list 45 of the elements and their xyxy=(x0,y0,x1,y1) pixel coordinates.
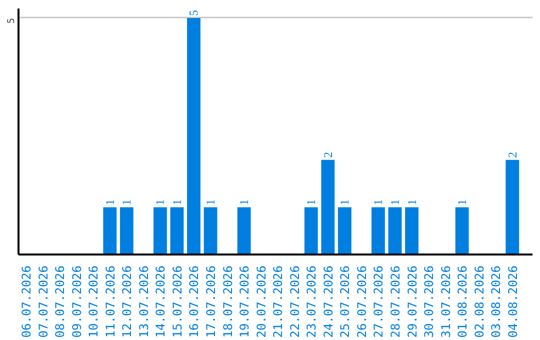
x-tick-label: 01.08.2026 xyxy=(456,265,470,338)
data-label: 1 xyxy=(204,199,218,206)
x-tick-label: 17.07.2026 xyxy=(204,265,218,338)
x-tick-label: 10.07.2026 xyxy=(86,265,101,338)
x-tick-label: 27.07.2026 xyxy=(372,265,386,338)
x-tick-label: 19.07.2026 xyxy=(238,265,252,338)
data-label: 1 xyxy=(170,199,184,206)
x-tick-label: 29.07.2026 xyxy=(405,265,420,338)
x-tick-label: 15.07.2026 xyxy=(170,265,184,338)
x-tick-label: 04.08.2026 xyxy=(506,265,520,338)
x-tick-label: 11.07.2026 xyxy=(103,265,118,338)
x-tick-label: 30.07.2026 xyxy=(422,265,436,338)
x-tick-label: 12.07.2026 xyxy=(120,265,134,338)
data-label: 1 xyxy=(404,199,419,206)
x-tick-label: 26.07.2026 xyxy=(354,265,369,338)
data-label: 2 xyxy=(320,152,335,158)
x-tick-label: 18.07.2026 xyxy=(220,265,235,338)
data-label: 1 xyxy=(102,199,117,206)
data-label: 1 xyxy=(455,199,470,206)
x-tick-label: 23.07.2026 xyxy=(304,265,319,338)
x-tick-label: 24.07.2026 xyxy=(321,265,336,338)
data-label: 1 xyxy=(371,199,386,206)
x-tick-label: 28.07.2026 xyxy=(388,265,402,338)
data-label: 1 xyxy=(120,199,134,206)
x-tick-label: 09.07.2026 xyxy=(70,265,84,338)
data-label: 5 xyxy=(186,10,201,16)
x-tick-label: 14.07.2026 xyxy=(154,265,168,338)
x-tick-label: 21.07.2026 xyxy=(271,265,286,338)
x-tick-label: 31.07.2026 xyxy=(438,265,453,338)
x-tick-label: 06.07.2026 xyxy=(20,265,34,338)
data-label: 1 xyxy=(237,199,252,206)
x-tick-label: 22.07.2026 xyxy=(288,265,302,338)
x-tick-label: 08.07.2026 xyxy=(53,265,68,338)
data-label: 1 xyxy=(388,199,402,206)
data-label: 1 xyxy=(338,199,352,206)
x-tick-label: 13.07.2026 xyxy=(136,265,151,338)
data-label: 2 xyxy=(505,152,520,158)
x-tick-label: 25.07.2026 xyxy=(338,265,352,338)
x-tick-label: 20.07.2026 xyxy=(254,265,268,338)
x-tick-label: 16.07.2026 xyxy=(187,265,202,338)
data-label: 1 xyxy=(153,199,168,206)
x-tick-label: 03.08.2026 xyxy=(489,265,504,338)
data-label: 1 xyxy=(304,199,318,206)
x-tick-label: 07.07.2026 xyxy=(36,265,50,338)
x-tick-label: 02.08.2026 xyxy=(472,265,486,338)
